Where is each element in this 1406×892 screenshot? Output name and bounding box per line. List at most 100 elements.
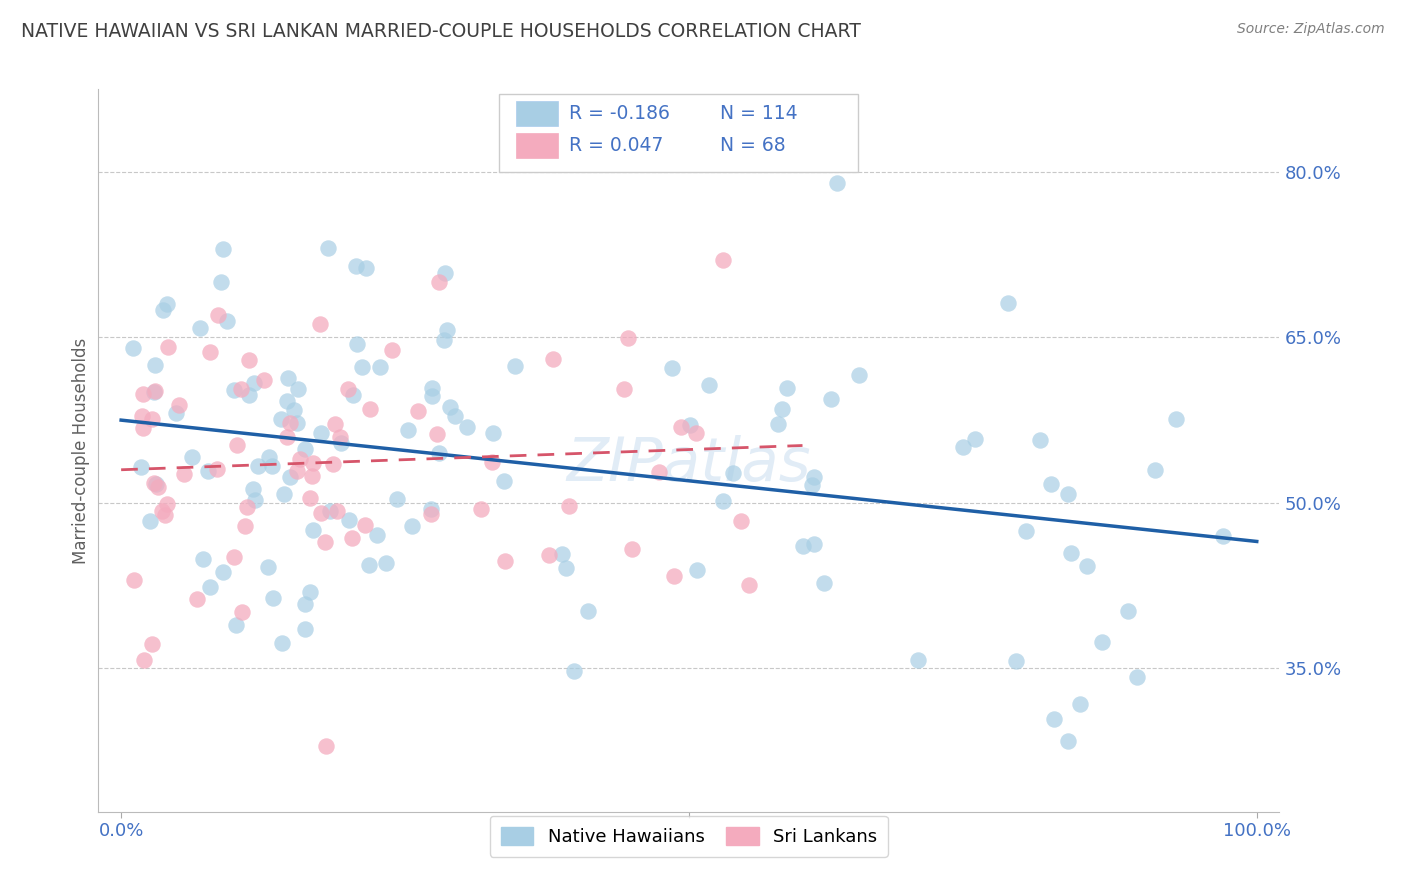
Point <box>1091 635 1114 649</box>
Point <box>686 563 709 577</box>
Point <box>434 266 457 280</box>
Point <box>231 605 253 619</box>
Point <box>290 451 312 466</box>
Point <box>207 308 229 322</box>
Point <box>283 402 305 417</box>
Point <box>198 580 221 594</box>
Point <box>141 637 163 651</box>
Point <box>662 569 685 583</box>
Text: ZIPatlas: ZIPatlas <box>567 435 811 494</box>
Point <box>550 548 572 562</box>
Point <box>315 739 337 753</box>
Point <box>142 476 165 491</box>
Y-axis label: Married-couple Households: Married-couple Households <box>72 337 90 564</box>
Point <box>143 358 166 372</box>
Point <box>246 458 269 473</box>
Point <box>427 275 450 289</box>
Point <box>287 382 309 396</box>
Point <box>319 504 342 518</box>
Point <box>813 576 835 591</box>
Point <box>492 474 515 488</box>
Point <box>236 500 259 515</box>
Point <box>350 360 373 375</box>
Text: Source: ZipAtlas.com: Source: ZipAtlas.com <box>1237 22 1385 37</box>
Point <box>368 360 391 375</box>
Point <box>1126 670 1149 684</box>
Point <box>238 388 260 402</box>
Point <box>803 537 825 551</box>
Point <box>145 476 167 491</box>
Text: R = -0.186: R = -0.186 <box>569 103 671 123</box>
Point <box>613 383 636 397</box>
Point <box>537 548 560 562</box>
Point <box>907 653 929 667</box>
Point <box>997 296 1019 310</box>
Point <box>323 417 346 431</box>
Point <box>1043 712 1066 726</box>
Text: R = 0.047: R = 0.047 <box>569 136 664 155</box>
Point <box>222 550 245 565</box>
Point <box>354 260 377 275</box>
Point <box>285 465 308 479</box>
Point <box>329 430 352 444</box>
Point <box>243 492 266 507</box>
Point <box>152 303 174 318</box>
Point <box>366 528 388 542</box>
Point <box>848 368 870 382</box>
Point <box>225 618 247 632</box>
Point <box>131 409 153 424</box>
Point <box>381 343 404 357</box>
Point <box>212 565 235 579</box>
Point <box>301 456 323 470</box>
Point <box>298 585 321 599</box>
Point <box>481 455 503 469</box>
Point <box>322 457 344 471</box>
Point <box>309 426 332 441</box>
Point <box>165 406 187 420</box>
Point <box>243 376 266 390</box>
Point <box>253 373 276 387</box>
Point <box>353 518 375 533</box>
Point <box>820 392 842 407</box>
Point <box>555 561 578 575</box>
Point <box>776 381 799 395</box>
Point <box>648 466 671 480</box>
Point <box>420 381 443 395</box>
Point <box>803 470 825 484</box>
Point <box>156 496 179 510</box>
Point <box>224 383 246 397</box>
Point <box>825 176 848 190</box>
Point <box>679 417 702 432</box>
Point <box>1212 529 1234 543</box>
Legend: Native Hawaiians, Sri Lankans: Native Hawaiians, Sri Lankans <box>489 816 889 857</box>
Point <box>270 412 292 426</box>
Point <box>285 417 308 431</box>
Point <box>713 253 735 268</box>
Point <box>205 462 228 476</box>
Point <box>122 342 145 356</box>
Point <box>294 597 316 611</box>
Point <box>426 427 449 442</box>
Point <box>1166 411 1188 425</box>
Point <box>385 491 408 506</box>
Point <box>340 531 363 545</box>
Point <box>270 635 292 649</box>
Point <box>294 622 316 636</box>
Point <box>1069 697 1091 711</box>
Point <box>257 450 280 464</box>
Point <box>557 499 579 513</box>
Point <box>374 556 396 570</box>
Point <box>730 515 752 529</box>
Point <box>723 466 745 480</box>
Point <box>420 501 443 516</box>
Point <box>344 260 367 274</box>
Point <box>1015 524 1038 538</box>
Point <box>167 398 190 412</box>
Point <box>278 470 301 484</box>
Point <box>456 420 478 434</box>
Point <box>439 400 461 414</box>
Point <box>260 459 283 474</box>
Point <box>541 352 564 367</box>
Point <box>661 361 683 376</box>
Point <box>309 318 332 332</box>
